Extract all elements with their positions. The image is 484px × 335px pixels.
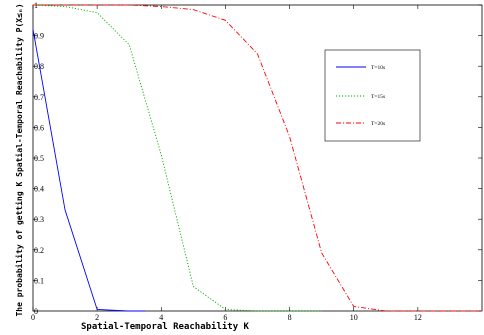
x-tick-label: 4 <box>159 313 163 322</box>
y-axis-ticks: 00.10.20.30.40.50.60.70.80.91 <box>33 1 482 316</box>
x-tick-label: 12 <box>414 313 422 322</box>
x-tick-label: 10 <box>350 313 358 322</box>
y-tick-label: 0.2 <box>34 246 44 255</box>
y-tick-label: 0.3 <box>34 215 44 224</box>
x-axis-title: Spatial-Temporal Reachability K <box>81 321 250 332</box>
y-tick-label: 0.1 <box>34 276 44 285</box>
y-tick-label: 0.6 <box>34 123 44 132</box>
y-tick-label: 0.9 <box>34 32 44 41</box>
y-tick-label: 0.5 <box>34 154 44 163</box>
series-line-t-10s <box>32 29 146 312</box>
legend-label-t15: T=15s <box>371 94 385 100</box>
x-tick-label: 6 <box>223 313 227 322</box>
x-tick-label: 8 <box>288 313 292 322</box>
y-tick-label: 0.4 <box>34 185 44 194</box>
y-tick-label: 0.7 <box>34 93 44 102</box>
legend: T=10s T=15s T=20s <box>324 49 421 142</box>
series-line-t-20s <box>33 4 482 312</box>
x-tick-label: 0 <box>31 313 35 322</box>
legend-label-t20: T=20s <box>371 121 385 127</box>
y-tick-label: 0 <box>34 307 38 316</box>
y-axis-title: The probability of getting K Spatial-Tem… <box>14 3 24 316</box>
y-tick-label: 0.8 <box>34 62 44 71</box>
series-layer <box>32 4 482 312</box>
series-line-t-15s <box>32 4 322 312</box>
x-axis-ticks: 0 2 4 6 8 10 12 <box>31 5 422 322</box>
legend-box <box>324 49 421 142</box>
x-tick-label: 2 <box>95 313 99 322</box>
legend-label-t10: T=10s <box>371 65 385 71</box>
